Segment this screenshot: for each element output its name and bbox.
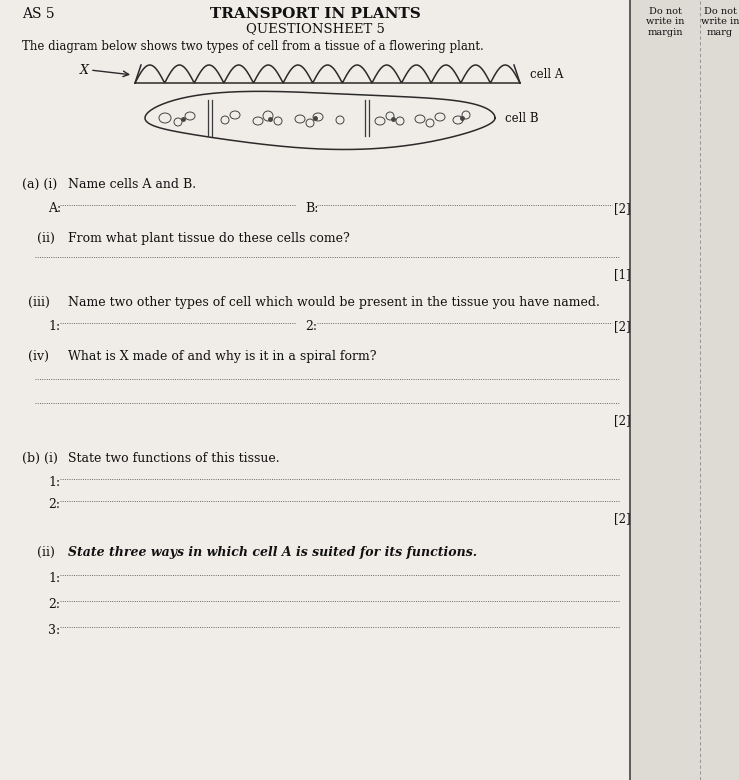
Bar: [630, 0, 700, 780]
Text: Do not
write in
margin: Do not write in margin: [646, 7, 684, 37]
Text: (a) (i): (a) (i): [22, 178, 57, 191]
Text: [2]: [2]: [614, 202, 630, 215]
Text: QUESTIONSHEET 5: QUESTIONSHEET 5: [245, 22, 384, 35]
Text: X: X: [80, 63, 89, 76]
Text: What is X made of and why is it in a spiral form?: What is X made of and why is it in a spi…: [68, 350, 376, 363]
Text: 2:: 2:: [48, 498, 60, 511]
Text: State two functions of this tissue.: State two functions of this tissue.: [68, 452, 279, 465]
Text: [2]: [2]: [614, 512, 630, 525]
Text: 2:: 2:: [305, 320, 317, 333]
Text: [1]: [1]: [614, 268, 630, 281]
Text: [2]: [2]: [614, 320, 630, 333]
Text: Name cells A and B.: Name cells A and B.: [68, 178, 196, 191]
Text: Name two other types of cell which would be present in the tissue you have named: Name two other types of cell which would…: [68, 296, 600, 309]
Text: (iv): (iv): [28, 350, 49, 363]
Text: 3:: 3:: [48, 624, 60, 637]
Bar: [700, 0, 739, 780]
Text: Do not
write in
marg: Do not write in marg: [701, 7, 739, 37]
Text: cell B: cell B: [505, 112, 539, 125]
Text: AS 5: AS 5: [22, 7, 55, 21]
Text: From what plant tissue do these cells come?: From what plant tissue do these cells co…: [68, 232, 350, 245]
Text: (b) (i): (b) (i): [22, 452, 58, 465]
Text: A:: A:: [48, 202, 61, 215]
Text: (ii): (ii): [37, 232, 55, 245]
Text: The diagram below shows two types of cell from a tissue of a flowering plant.: The diagram below shows two types of cel…: [22, 40, 484, 53]
Text: [2]: [2]: [614, 414, 630, 427]
Text: State three ways in which cell A is suited for its functions.: State three ways in which cell A is suit…: [68, 546, 477, 559]
Text: (ii): (ii): [37, 546, 55, 559]
Text: B:: B:: [305, 202, 319, 215]
Text: 1:: 1:: [48, 320, 60, 333]
Text: 1:: 1:: [48, 476, 60, 489]
Text: TRANSPORT IN PLANTS: TRANSPORT IN PLANTS: [210, 7, 420, 21]
Text: 2:: 2:: [48, 598, 60, 611]
Text: (iii): (iii): [28, 296, 50, 309]
Text: cell A: cell A: [530, 68, 563, 80]
Text: 1:: 1:: [48, 572, 60, 585]
